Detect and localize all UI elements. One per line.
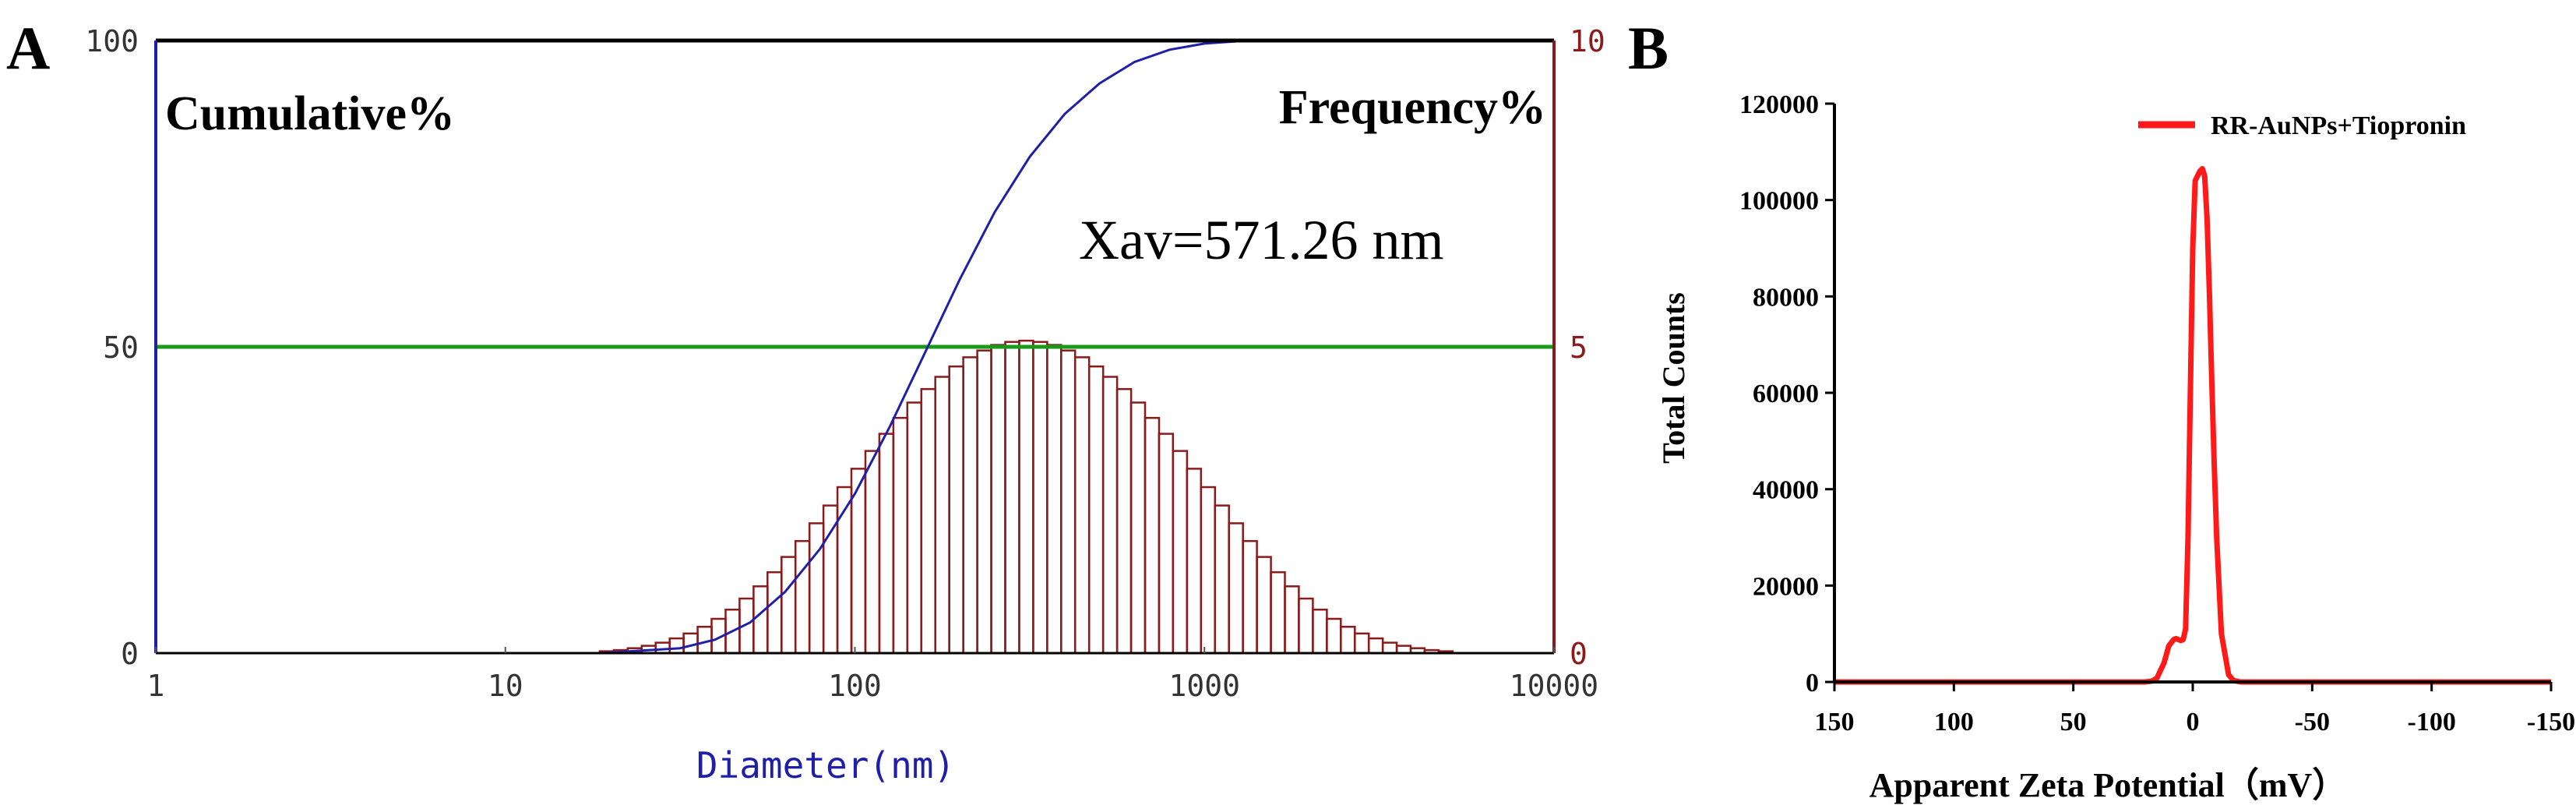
x-axis-title: Apparent Zeta Potential（mV） xyxy=(1869,766,2347,804)
x-tick-label: -100 xyxy=(2408,708,2456,737)
panel-b-ticks: 0 20000 40000 60000 80000 100000 120000 150 100 5… xyxy=(1739,90,2575,737)
y-tick-label: 0 xyxy=(1806,669,1819,698)
y-tick-label: 60000 xyxy=(1753,380,1819,408)
legend-label: RR-AuNPs+Tiopronin xyxy=(2211,111,2466,140)
right-tick-label: 0 xyxy=(1570,637,1588,671)
x-tick-label: -50 xyxy=(2295,708,2330,737)
x-axis-title: Diameter(nm) xyxy=(696,744,955,786)
left-tick-label: 100 xyxy=(85,24,139,58)
left-tick-label: 0 xyxy=(121,637,139,671)
x-tick-label: 50 xyxy=(2060,708,2087,737)
panel-b-letter: B xyxy=(1628,14,1669,82)
panel-b-chart: B 0 20000 40000 60000 80000 100000 120000 150 10… xyxy=(1628,14,2575,804)
cumulative-curve xyxy=(156,39,1257,655)
average-diameter-annotation: Xav=571.26 nm xyxy=(1079,209,1444,271)
y-tick-label: 80000 xyxy=(1753,283,1819,312)
y-tick-label: 20000 xyxy=(1753,572,1819,601)
left-tick-label: 50 xyxy=(103,330,139,365)
x-tick-label: 1 xyxy=(147,669,165,703)
right-tick-label: 5 xyxy=(1570,330,1588,365)
x-tick-label: 150 xyxy=(1815,708,1855,737)
y-tick-label: 40000 xyxy=(1753,476,1819,505)
x-tick-label: 10 xyxy=(488,669,523,703)
x-tick-label: 100 xyxy=(1934,708,1974,737)
x-tick-label: 0 xyxy=(2187,708,2200,737)
y-tick-label: 120000 xyxy=(1739,90,1819,119)
x-tick-label: -150 xyxy=(2527,708,2575,737)
cumulative-axis-label: Cumulative% xyxy=(165,87,455,140)
panel-a-letter: A xyxy=(6,14,50,82)
y-axis-title: Total Counts xyxy=(1656,292,1691,464)
x-tick-label: 100 xyxy=(828,669,882,703)
y-tick-label: 100000 xyxy=(1739,187,1819,216)
x-tick-label: 10000 xyxy=(1510,669,1598,703)
x-tick-label: 1000 xyxy=(1168,669,1240,703)
zeta-potential-curve xyxy=(1834,166,2551,685)
right-tick-label: 10 xyxy=(1570,24,1605,58)
frequency-axis-label: Frequency% xyxy=(1279,81,1546,134)
